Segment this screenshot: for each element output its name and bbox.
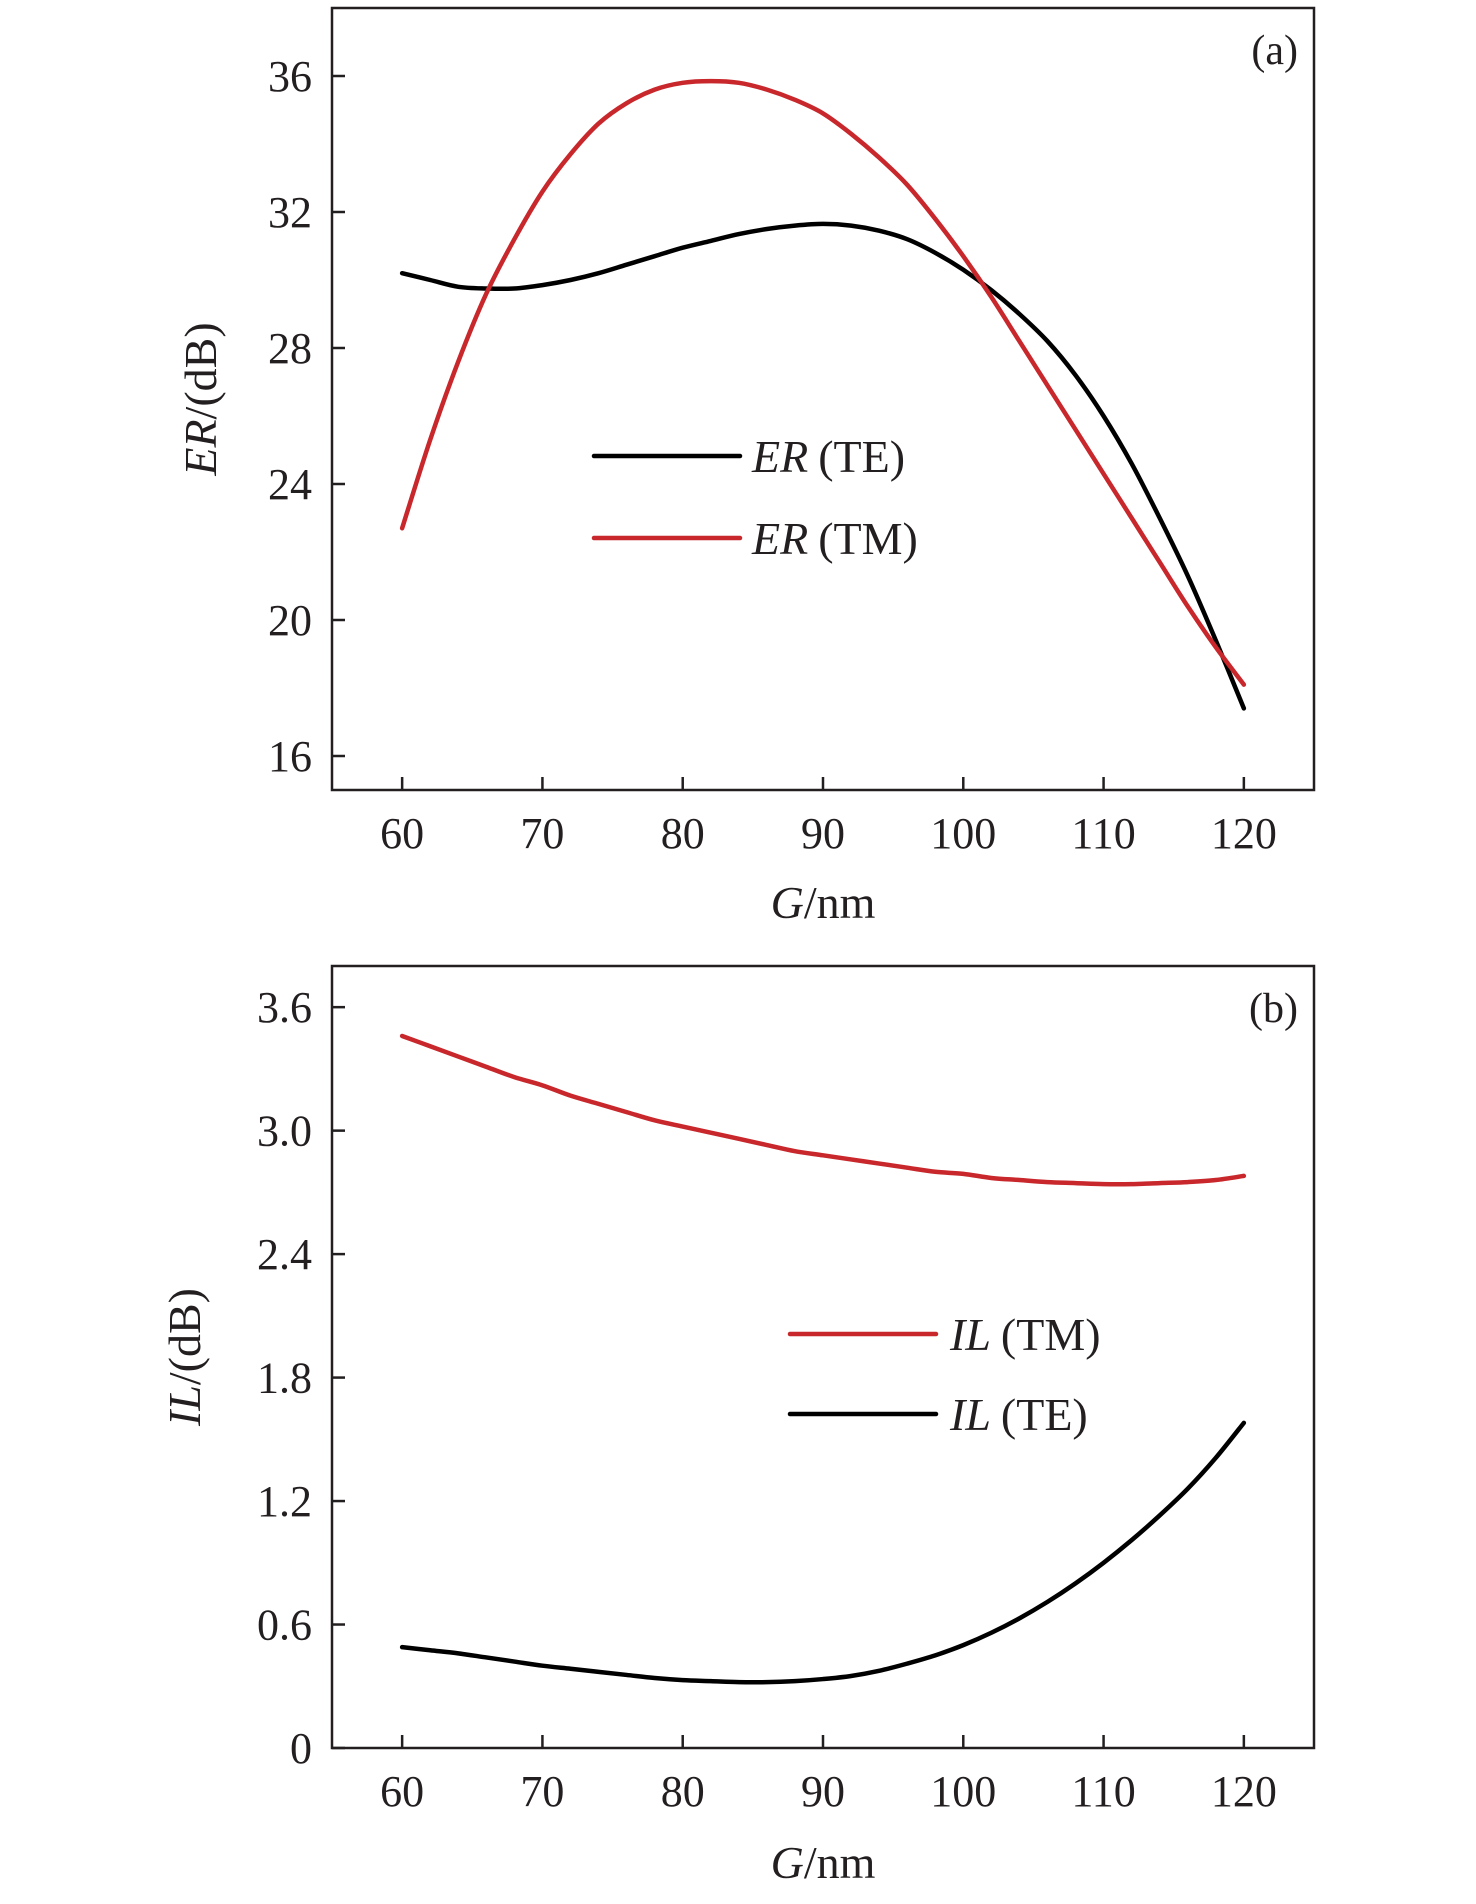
panel-b-y-tick-label-0: 0 xyxy=(290,1724,312,1773)
legend-mode-er-te: (TE) xyxy=(818,431,905,482)
panel-a-y-axis-label: ER/(dB) xyxy=(175,322,226,476)
panel-b: 60 70 80 90 100 110 120 0 0.6 1.2 1.8 2.4 3.0 3.6 (b… xyxy=(159,964,1316,1888)
panel-b-legend: IL (TM) IL (TE) xyxy=(787,1309,1101,1440)
panel-b-label: (b) xyxy=(1249,986,1298,1032)
panel-a-y-tick-label-2: 24 xyxy=(268,460,312,509)
legend-var-er-tm: ER xyxy=(751,513,808,564)
panel-b-x-tick-label-120: 120 xyxy=(1211,1767,1277,1816)
panel-a-legend: ER (TE) ER (TM) xyxy=(591,431,918,564)
panel-a-y-tick-label-3: 28 xyxy=(268,324,312,373)
panel-a-series xyxy=(399,78,1247,711)
legend-mode-il-te: (TE) xyxy=(1001,1389,1088,1440)
panel-a-y-ticks: 16 20 24 28 32 36 xyxy=(268,52,345,781)
legend-var-il-tm: IL xyxy=(949,1309,991,1360)
panel-b-x-axis-unit: /nm xyxy=(804,1837,876,1888)
panel-a-y-tick-label-5: 36 xyxy=(268,52,312,101)
legend-var-er-te: ER xyxy=(751,431,808,482)
panel-b-y-tick-label-2: 1.2 xyxy=(257,1477,312,1526)
panel-b-x-tick-label-60: 60 xyxy=(380,1767,424,1816)
legend-entry-er-tm: ER (TM) xyxy=(591,513,918,564)
series-line-er-te xyxy=(399,221,1247,711)
panel-a-x-tick-label-70: 70 xyxy=(520,809,564,858)
panel-b-x-axis-label: G/nm xyxy=(771,1837,876,1888)
panel-b-y-tick-label-1: 0.6 xyxy=(257,1601,312,1650)
legend-mode-il-tm: (TM) xyxy=(1001,1309,1101,1360)
panel-a-y-tick-label-1: 20 xyxy=(268,596,312,645)
panel-b-y-ticks: 0 0.6 1.2 1.8 2.4 3.0 3.6 xyxy=(257,983,345,1773)
panel-b-y-axis-unit: /(dB) xyxy=(159,1288,210,1385)
panel-a-y-tick-label-0: 16 xyxy=(268,732,312,781)
panel-a-x-tick-label-90: 90 xyxy=(801,809,845,858)
legend-label-er-te: ER (TE) xyxy=(751,431,905,482)
panel-b-series xyxy=(399,1033,1247,1685)
panel-b-x-tick-label-80: 80 xyxy=(661,1767,705,1816)
legend-entry-il-tm: IL (TM) xyxy=(787,1309,1101,1360)
legend-entry-il-te: IL (TE) xyxy=(787,1389,1088,1440)
panel-b-y-tick-label-4: 2.4 xyxy=(257,1230,312,1279)
panel-a-x-tick-label-110: 110 xyxy=(1071,809,1135,858)
panel-a-x-tick-label-60: 60 xyxy=(380,809,424,858)
panel-a-y-axis-var: ER xyxy=(175,419,226,476)
legend-label-il-tm: IL (TM) xyxy=(949,1309,1101,1360)
series-line-er-tm xyxy=(399,78,1247,687)
panel-b-y-axis-label: IL/(dB) xyxy=(159,1288,210,1427)
panel-a-x-axis-unit: /nm xyxy=(804,877,876,928)
panel-a-x-tick-label-120: 120 xyxy=(1211,809,1277,858)
legend-label-il-te: IL (TE) xyxy=(949,1389,1088,1440)
series-line-il-tm xyxy=(399,1033,1247,1187)
legend-label-er-tm: ER (TM) xyxy=(751,513,918,564)
panel-a-x-axis-var: G xyxy=(771,877,804,928)
panel-b-x-tick-label-100: 100 xyxy=(930,1767,996,1816)
legend-entry-er-te: ER (TE) xyxy=(591,431,905,482)
panel-a-x-ticks: 60 70 80 90 100 110 120 xyxy=(380,777,1277,858)
legend-var-il-te: IL xyxy=(949,1389,991,1440)
panel-a-y-tick-label-4: 32 xyxy=(268,188,312,237)
panel-b-x-tick-label-70: 70 xyxy=(520,1767,564,1816)
panel-a-x-tick-label-100: 100 xyxy=(930,809,996,858)
series-line-il-te xyxy=(399,1420,1247,1685)
panel-a-x-tick-label-80: 80 xyxy=(661,809,705,858)
panel-a-y-axis-unit: /(dB) xyxy=(175,322,226,419)
panel-b-y-tick-label-6: 3.6 xyxy=(257,983,312,1032)
panel-b-x-tick-label-90: 90 xyxy=(801,1767,845,1816)
panel-b-y-tick-label-3: 1.8 xyxy=(257,1354,312,1403)
panel-b-x-tick-label-110: 110 xyxy=(1071,1767,1135,1816)
panel-a-label: (a) xyxy=(1251,28,1298,74)
panel-b-x-axis-var: G xyxy=(771,1837,804,1888)
panel-a-x-axis-label: G/nm xyxy=(771,877,876,928)
panel-b-x-ticks: 60 70 80 90 100 110 120 xyxy=(380,1735,1277,1816)
panel-b-y-axis-var: IL xyxy=(159,1385,210,1427)
legend-mode-er-tm: (TM) xyxy=(818,513,918,564)
panel-b-y-tick-label-5: 3.0 xyxy=(257,1107,312,1156)
